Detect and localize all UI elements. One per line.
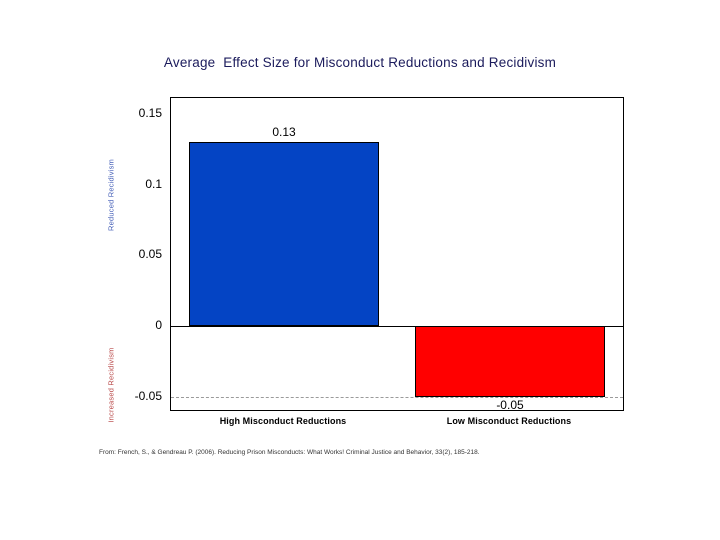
- bar-1: [415, 326, 605, 397]
- y-tick-label: 0.15: [138, 105, 162, 120]
- y-tick-label: 0.1: [145, 176, 162, 191]
- y-axis-label-increased-recidivism: Increased Recidivism: [106, 347, 116, 423]
- bar-value-label: 0.13: [272, 125, 296, 140]
- x-category-label: High Misconduct Reductions: [219, 416, 347, 426]
- y-tick-label: -0.05: [134, 388, 162, 403]
- citation-text: From: French, S., & Gendreau P. (2006). …: [99, 449, 480, 456]
- reference-line-dashed: [171, 396, 623, 398]
- plot-area: 0.13 -0.05: [170, 97, 624, 412]
- y-tick-label: 0.05: [138, 247, 162, 262]
- bar-value-label: -0.05: [496, 397, 524, 412]
- x-category-label: Low Misconduct Reductions: [446, 416, 572, 426]
- zero-baseline: [171, 326, 623, 327]
- bar-0: [189, 142, 379, 326]
- y-axis-label-reduced-recidivism: Reduced Recidivism: [106, 159, 116, 231]
- y-tick-label: 0: [155, 318, 162, 332]
- chart-title: Average Effect Size for Misconduct Reduc…: [163, 55, 557, 70]
